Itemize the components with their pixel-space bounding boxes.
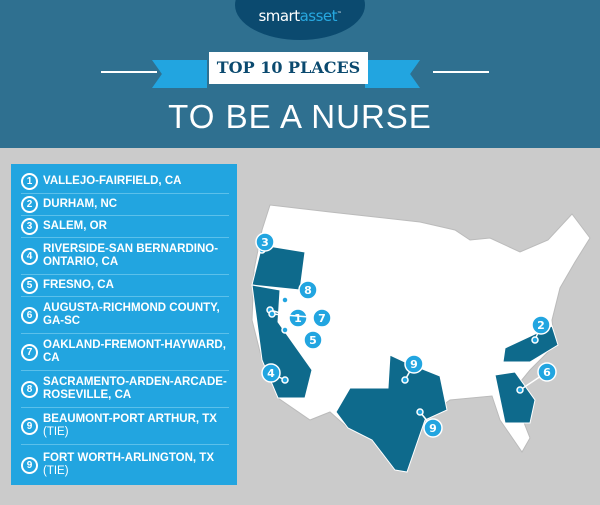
map-marker <box>312 308 332 328</box>
location-dot <box>531 336 539 344</box>
location-dot <box>416 408 424 416</box>
map-marker <box>255 232 275 252</box>
rank-badge: 4 <box>21 247 38 265</box>
list-item: 1 VALLEJO-FAIRFIELD, CA <box>21 170 229 194</box>
rank-badge: 9 <box>21 456 38 474</box>
place-name: FRESNO, CA <box>43 279 114 291</box>
location-dot <box>281 376 289 384</box>
marker-label: 4 <box>267 367 275 380</box>
marker-label: 6 <box>543 366 551 379</box>
banner-title: TOP 10 PLACES <box>209 52 368 84</box>
smartasset-logo: smartasset™ <box>235 0 365 40</box>
map-marker <box>423 418 443 438</box>
place-name: DURHAM, NC <box>43 198 118 210</box>
list-item: 6 AUGUSTA-RICHMOND COUNTY, GA-SC <box>21 297 229 334</box>
location-dot <box>268 310 276 318</box>
map-marker <box>531 315 551 335</box>
location-dot <box>516 386 524 394</box>
divider-right <box>433 71 489 73</box>
place-name: SACRAMENTO-ARDEN-ARCADE-ROSEVILLE, CA <box>43 376 227 401</box>
marker-label: 2 <box>537 319 545 332</box>
rank-badge: 1 <box>21 173 38 190</box>
place-name: SALEM, OR <box>43 220 107 232</box>
us-map: 3 8 1 75 4 9 9 2 6 <box>251 204 591 473</box>
list-item: 5 FRESNO, CA <box>21 275 229 297</box>
map-marker <box>261 363 281 383</box>
map-marker <box>288 308 308 328</box>
marker-label: 3 <box>261 236 269 249</box>
divider-left <box>101 71 157 73</box>
state-ga <box>494 371 536 424</box>
place-name: VALLEJO-FAIRFIELD, CA <box>43 175 182 187</box>
header: smartasset™ TOP 10 PLACES TO BE A NURSE <box>0 0 600 148</box>
map-marker <box>404 354 424 374</box>
rank-badge: 6 <box>21 306 38 324</box>
place-name: BEAUMONT-PORT ARTHUR, TX (TIE) <box>43 413 217 438</box>
location-dot <box>281 326 289 334</box>
rank-badge: 5 <box>21 277 38 294</box>
rank-badge: 8 <box>21 380 38 398</box>
location-dot <box>401 376 409 384</box>
rank-badge: 9 <box>21 417 38 435</box>
list-item: 8 SACRAMENTO-ARDEN-ARCADE-ROSEVILLE, CA <box>21 371 229 408</box>
marker-label: 5 <box>309 334 317 347</box>
marker-label: 9 <box>410 358 418 371</box>
rank-badge: 2 <box>21 196 38 213</box>
ribbon-left <box>152 60 207 88</box>
place-name: RIVERSIDE-SAN BERNARDINO-ONTARIO, CA <box>43 243 219 268</box>
ribbon-right <box>365 60 420 88</box>
marker-label: 1 <box>294 312 302 325</box>
marker-label: 7 <box>318 312 326 325</box>
map-marker <box>537 362 557 382</box>
map-marker <box>298 280 318 300</box>
rank-badge: 3 <box>21 218 38 235</box>
place-name: AUGUSTA-RICHMOND COUNTY, GA-SC <box>43 302 220 327</box>
list-item: 9 BEAUMONT-PORT ARTHUR, TX (TIE) <box>21 408 229 445</box>
place-name: OAKLAND-FREMONT-HAYWARD, CA <box>43 339 226 364</box>
list-item: 4 RIVERSIDE-SAN BERNARDINO-ONTARIO, CA <box>21 238 229 275</box>
list-item: 7 OAKLAND-FREMONT-HAYWARD, CA <box>21 334 229 371</box>
location-dot <box>281 296 289 304</box>
ranking-list: 1 VALLEJO-FAIRFIELD, CA 2 DURHAM, NC 3 SALE… <box>11 164 237 485</box>
marker-label: 8 <box>304 284 312 297</box>
state-tx <box>335 354 448 473</box>
list-item: 2 DURHAM, NC <box>21 194 229 216</box>
map-marker <box>303 330 323 350</box>
list-item: 9 FORT WORTH-ARLINGTON, TX (TIE) <box>21 445 229 485</box>
marker-label: 9 <box>429 422 437 435</box>
page-title: TO BE A NURSE <box>168 98 432 135</box>
list-item: 3 SALEM, OR <box>21 216 229 238</box>
rank-badge: 7 <box>21 343 38 361</box>
place-name: FORT WORTH-ARLINGTON, TX (TIE) <box>43 452 214 477</box>
